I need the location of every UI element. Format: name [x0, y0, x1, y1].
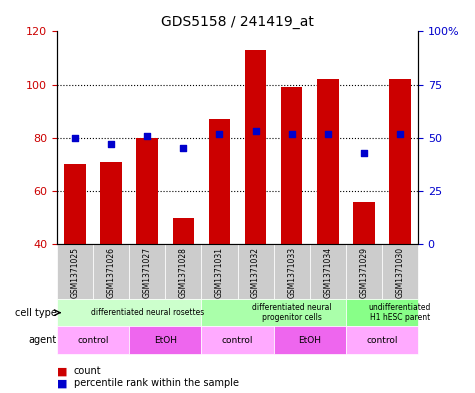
Bar	[245, 50, 266, 244]
Point	[216, 130, 223, 137]
FancyBboxPatch shape	[57, 326, 129, 354]
Bar	[172, 218, 194, 244]
Bar	[64, 164, 86, 244]
FancyBboxPatch shape	[346, 244, 382, 299]
FancyBboxPatch shape	[382, 244, 418, 299]
Text: GSM1371025: GSM1371025	[71, 247, 79, 298]
Point	[143, 132, 151, 139]
Text: EtOH: EtOH	[298, 336, 321, 345]
Text: GSM1371030: GSM1371030	[396, 247, 404, 298]
Bar	[317, 79, 339, 244]
Text: ■: ■	[57, 378, 67, 388]
FancyBboxPatch shape	[346, 299, 418, 326]
FancyBboxPatch shape	[57, 299, 201, 326]
FancyBboxPatch shape	[274, 244, 310, 299]
Point	[396, 130, 404, 137]
Text: control: control	[77, 336, 109, 345]
Text: GSM1371026: GSM1371026	[107, 247, 115, 298]
Point	[288, 130, 295, 137]
FancyBboxPatch shape	[201, 326, 274, 354]
Text: GSM1371034: GSM1371034	[323, 247, 332, 298]
Bar	[281, 87, 303, 244]
Text: GSM1371032: GSM1371032	[251, 247, 260, 298]
Text: EtOH: EtOH	[154, 336, 177, 345]
Point	[107, 141, 115, 147]
FancyBboxPatch shape	[346, 326, 418, 354]
Text: count: count	[74, 366, 101, 376]
FancyBboxPatch shape	[274, 326, 346, 354]
Text: GSM1371028: GSM1371028	[179, 247, 188, 298]
FancyBboxPatch shape	[93, 244, 129, 299]
Text: GSM1371027: GSM1371027	[143, 247, 152, 298]
Bar	[100, 162, 122, 244]
Title: GDS5158 / 241419_at: GDS5158 / 241419_at	[161, 15, 314, 29]
Bar	[136, 138, 158, 244]
Text: GSM1371029: GSM1371029	[360, 247, 368, 298]
Text: agent: agent	[29, 335, 57, 345]
FancyBboxPatch shape	[129, 244, 165, 299]
Point	[180, 145, 187, 152]
Point	[360, 150, 368, 156]
FancyBboxPatch shape	[165, 244, 201, 299]
Text: GSM1371031: GSM1371031	[215, 247, 224, 298]
Text: control: control	[366, 336, 398, 345]
Bar	[389, 79, 411, 244]
Text: control: control	[222, 336, 253, 345]
FancyBboxPatch shape	[201, 244, 238, 299]
Text: ■: ■	[57, 366, 67, 376]
Point	[252, 129, 259, 135]
Text: GSM1371033: GSM1371033	[287, 247, 296, 298]
Text: differentiated neural
progenitor cells: differentiated neural progenitor cells	[252, 303, 332, 322]
Point	[71, 135, 79, 141]
FancyBboxPatch shape	[57, 244, 93, 299]
Text: differentiated neural rosettes: differentiated neural rosettes	[91, 308, 204, 317]
FancyBboxPatch shape	[310, 244, 346, 299]
FancyBboxPatch shape	[238, 244, 274, 299]
Text: percentile rank within the sample: percentile rank within the sample	[74, 378, 238, 388]
Bar	[209, 119, 230, 244]
Point	[324, 130, 332, 137]
Text: cell type: cell type	[15, 308, 57, 318]
Text: undifferentiated
H1 hESC parent: undifferentiated H1 hESC parent	[369, 303, 431, 322]
Bar	[353, 202, 375, 244]
FancyBboxPatch shape	[129, 326, 201, 354]
FancyBboxPatch shape	[201, 299, 346, 326]
